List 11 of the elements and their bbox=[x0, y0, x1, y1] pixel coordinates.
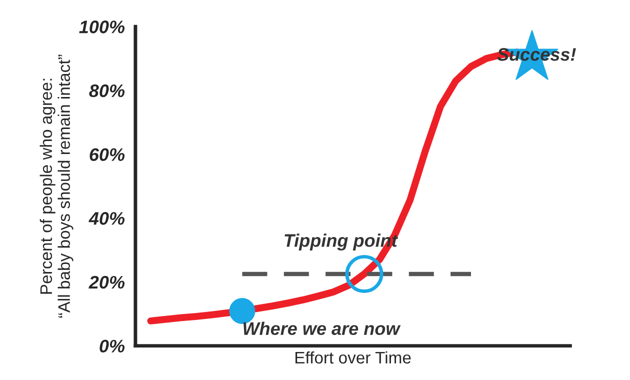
y-tick-label: 40% bbox=[88, 212, 125, 225]
y-tick-label: 80% bbox=[89, 84, 125, 98]
point bbox=[345, 254, 384, 294]
annotation: Success! bbox=[497, 48, 576, 61]
y-tick-label: 20% bbox=[88, 276, 125, 289]
x-axis-title: Effort over Time bbox=[296, 351, 411, 364]
y-axis-title: Percent of people who agree: “All baby boys should remain intact” bbox=[40, 54, 74, 318]
annotation: Where we are now bbox=[244, 322, 401, 336]
y-tick-label: 60% bbox=[90, 148, 125, 161]
y-tick-label: 0% bbox=[100, 340, 125, 353]
y-tick-label: 100% bbox=[79, 20, 125, 34]
